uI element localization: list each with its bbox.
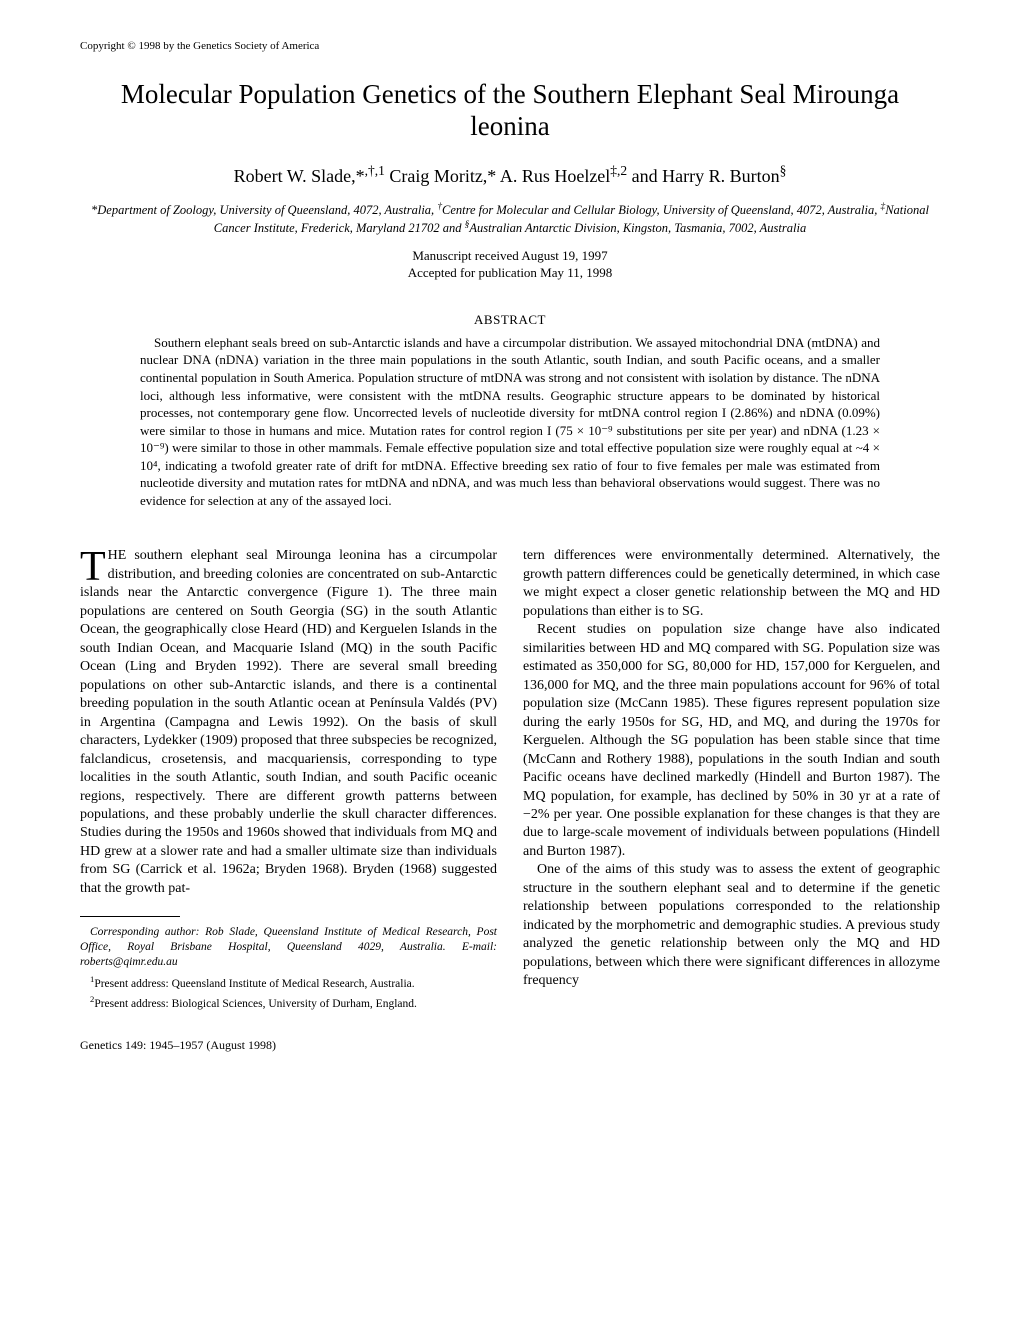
- manuscript-dates: Manuscript received August 19, 1997 Acce…: [80, 247, 940, 282]
- affiliations: *Department of Zoology, University of Qu…: [80, 201, 940, 237]
- body-paragraph: THE southern elephant seal Mirounga leon…: [80, 547, 497, 898]
- page-footer: Genetics 149: 1945–1957 (August 1998): [80, 1038, 940, 1053]
- footnote-2: 2Present address: Biological Sciences, U…: [80, 994, 497, 1012]
- body-paragraph: Recent studies on population size change…: [523, 621, 940, 861]
- abstract-heading: ABSTRACT: [80, 312, 940, 328]
- copyright-line: Copyright © 1998 by the Genetics Society…: [80, 40, 940, 52]
- footnote-divider: [80, 916, 180, 917]
- left-column: THE southern elephant seal Mirounga leon…: [80, 547, 497, 1013]
- body-paragraph: tern differences were environmentally de…: [523, 547, 940, 621]
- paper-title: Molecular Population Genetics of the Sou…: [80, 78, 940, 143]
- received-date: Manuscript received August 19, 1997: [412, 248, 607, 263]
- abstract-body: Southern elephant seals breed on sub-Ant…: [140, 334, 880, 509]
- right-column: tern differences were environmentally de…: [523, 547, 940, 1013]
- body-paragraph: One of the aims of this study was to ass…: [523, 861, 940, 990]
- corresponding-author: Corresponding author: Rob Slade, Queensl…: [80, 925, 497, 970]
- body-text: HE southern elephant seal Mirounga leoni…: [80, 548, 497, 895]
- dropcap: T: [80, 547, 108, 583]
- footnote-1: 1Present address: Queensland Institute o…: [80, 974, 497, 992]
- body-columns: THE southern elephant seal Mirounga leon…: [80, 547, 940, 1013]
- paper-page: Copyright © 1998 by the Genetics Society…: [0, 0, 1020, 1093]
- author-line: Robert W. Slade,*,†,1 Craig Moritz,* A. …: [80, 163, 940, 187]
- accepted-date: Accepted for publication May 11, 1998: [408, 265, 613, 280]
